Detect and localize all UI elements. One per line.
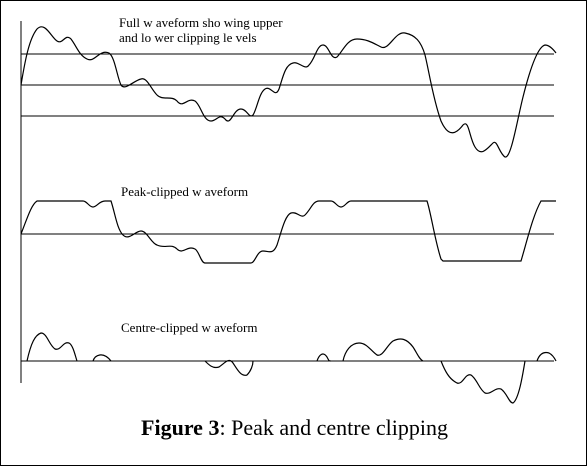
centre-clipped-waveform-curve — [26, 332, 557, 404]
peak-clipped-panel: Peak-clipped w aveform — [20, 184, 556, 264]
full-waveform-label-line2: and lo wer clipping le vels — [119, 30, 257, 45]
figure-caption: Figure 3: Peak and centre clipping — [1, 415, 587, 441]
caption-text: Peak and centre clipping — [231, 415, 448, 440]
full-waveform-panel: Full w aveform sho wing upper and lo wer… — [20, 15, 557, 158]
centre-clipped-panel: Centre-clipped w aveform — [21, 320, 557, 404]
figure-number: Figure 3 — [141, 415, 220, 440]
peak-clipped-label: Peak-clipped w aveform — [121, 184, 248, 199]
peak-clipped-waveform-curve — [20, 200, 556, 264]
centre-clipped-label: Centre-clipped w aveform — [121, 320, 257, 335]
full-waveform-label-line1: Full w aveform sho wing upper — [119, 15, 283, 30]
full-waveform-curve — [20, 26, 557, 158]
caption-separator: : — [219, 415, 232, 440]
